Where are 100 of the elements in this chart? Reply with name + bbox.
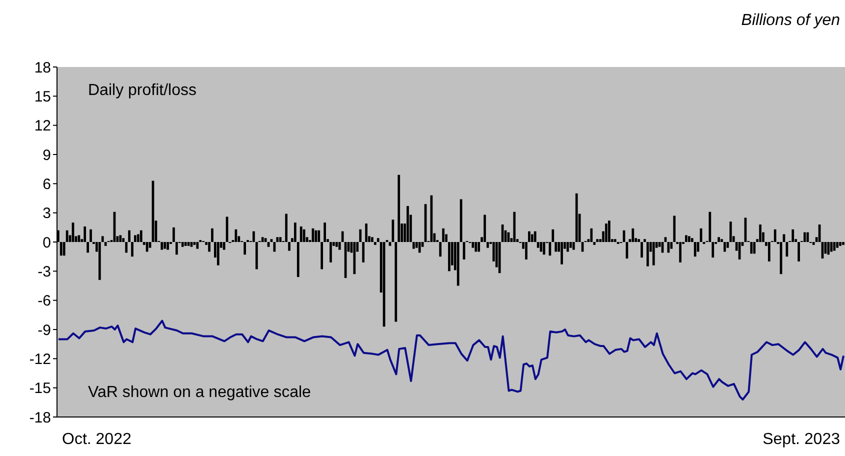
bar: [172, 227, 175, 242]
bar: [833, 242, 836, 251]
y-tick-label: 9: [42, 146, 51, 164]
bar: [60, 242, 62, 256]
bar: [708, 212, 712, 242]
bar: [640, 242, 643, 258]
bar: [712, 242, 714, 258]
bar: [688, 236, 690, 242]
bar: [442, 228, 444, 242]
bar: [729, 222, 732, 242]
bar: [478, 242, 480, 252]
bar: [718, 237, 720, 242]
bar: [572, 242, 575, 250]
y-tick-label: 3: [42, 205, 51, 222]
bar: [530, 234, 534, 242]
bar: [812, 242, 815, 245]
bar: [279, 237, 282, 242]
bar: [593, 242, 596, 245]
y-axis-title: Billions of yen: [741, 12, 840, 30]
bar: [673, 216, 676, 242]
bar: [554, 242, 558, 252]
bar: [119, 235, 122, 242]
bar: [222, 242, 226, 250]
bar: [566, 242, 569, 252]
bar: [353, 242, 356, 274]
bar: [255, 242, 258, 270]
bar: [513, 212, 516, 242]
bar: [670, 242, 673, 249]
bar: [66, 230, 68, 242]
bar: [261, 237, 264, 242]
bar: [78, 235, 80, 242]
bar: [498, 242, 501, 274]
bar: [136, 234, 140, 242]
bar: [685, 235, 688, 242]
bar: [596, 239, 599, 242]
bar: [376, 238, 380, 242]
bar: [753, 242, 756, 254]
bar: [362, 242, 364, 262]
bar: [175, 242, 178, 255]
bar: [720, 239, 723, 242]
bar: [341, 231, 344, 242]
bar: [694, 242, 696, 257]
bar: [806, 232, 809, 242]
bar: [590, 228, 593, 242]
bar: [830, 242, 833, 252]
bar: [768, 242, 770, 262]
bar: [798, 242, 800, 262]
y-tick-label: -18: [29, 409, 51, 426]
bar: [418, 242, 421, 253]
bar: [472, 242, 474, 248]
bar: [839, 242, 842, 246]
bar: [300, 226, 302, 242]
bar: [125, 242, 128, 253]
bar: [750, 242, 753, 254]
bar: [84, 226, 86, 242]
bar: [62, 242, 66, 256]
bar: [122, 238, 125, 242]
bar: [288, 242, 290, 251]
bar: [98, 242, 101, 280]
y-tick-label: -12: [29, 350, 51, 368]
y-tick-label: -6: [38, 292, 51, 310]
bar: [276, 237, 279, 242]
bar: [128, 230, 130, 242]
bar: [374, 242, 376, 245]
annotation: Daily profit/loss: [88, 82, 196, 100]
bar: [439, 242, 442, 257]
bar: [330, 242, 332, 262]
bar: [208, 242, 210, 252]
bar: [338, 242, 341, 250]
y-tick-label: -3: [38, 263, 51, 280]
bar: [486, 242, 489, 248]
bar: [134, 235, 136, 242]
bar: [164, 242, 166, 249]
bar: [359, 229, 362, 242]
bar: [365, 224, 368, 242]
bar: [285, 214, 288, 242]
bar: [211, 228, 214, 242]
bar: [460, 199, 462, 242]
bar: [575, 193, 578, 242]
bar: [605, 224, 608, 242]
bar: [252, 231, 255, 242]
bar: [398, 174, 400, 242]
bar: [842, 242, 844, 245]
bar: [690, 238, 694, 242]
bar: [792, 229, 794, 242]
bar: [140, 230, 142, 242]
bar: [726, 242, 729, 248]
bar: [86, 242, 89, 253]
y-tick-label: 15: [34, 88, 51, 106]
y-tick-label: 0: [42, 234, 51, 252]
bar: [406, 206, 409, 242]
bar: [181, 242, 184, 247]
bar: [836, 242, 838, 248]
bar: [474, 242, 478, 252]
bar: [244, 242, 246, 255]
bar: [484, 214, 486, 242]
annotation: VaR shown on a negative scale: [88, 384, 311, 402]
bar: [324, 222, 326, 242]
bar: [456, 242, 460, 286]
bar: [160, 242, 164, 250]
